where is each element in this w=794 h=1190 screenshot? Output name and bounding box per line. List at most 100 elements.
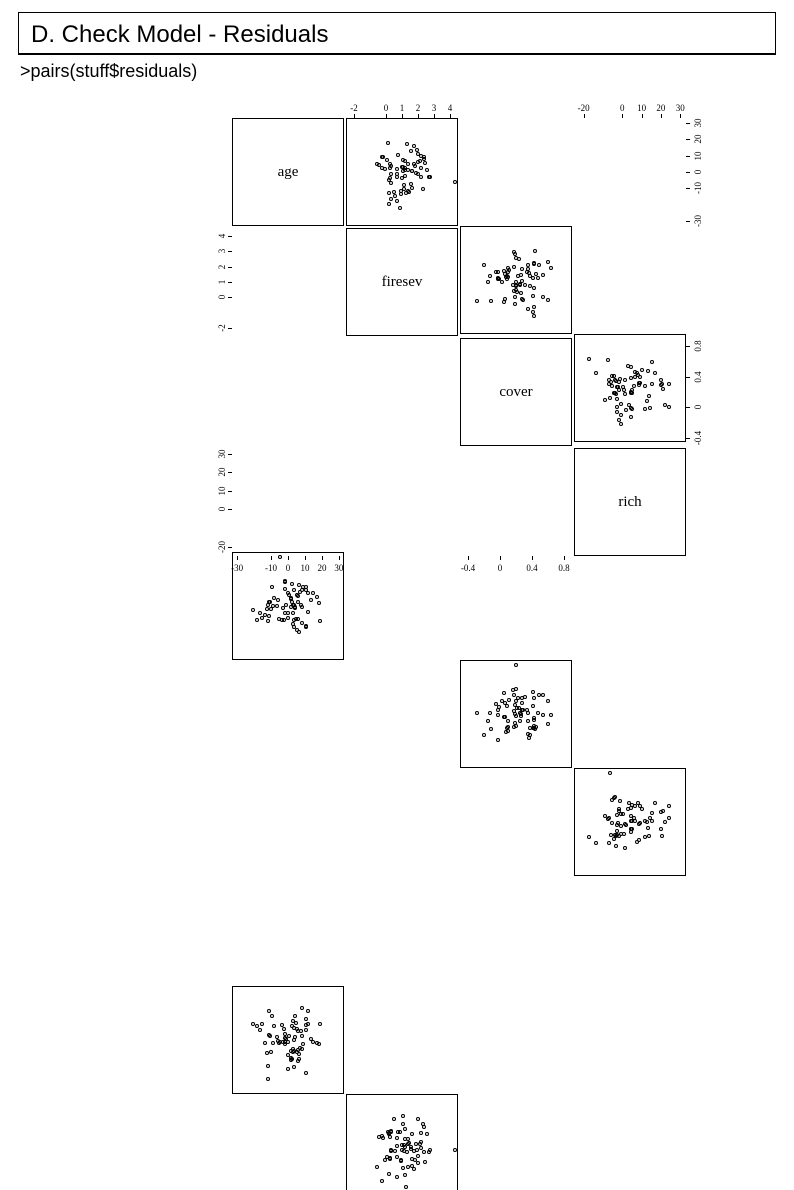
point — [301, 1042, 305, 1046]
diag-label-age: age — [232, 118, 344, 226]
point — [402, 183, 406, 187]
point — [412, 1149, 416, 1153]
point — [396, 153, 400, 157]
point — [258, 611, 262, 615]
point — [486, 280, 490, 284]
axis-tick — [434, 114, 435, 118]
point — [629, 376, 633, 380]
point — [518, 282, 522, 286]
point — [304, 624, 308, 628]
point — [387, 191, 391, 195]
point — [513, 302, 517, 306]
point — [389, 172, 393, 176]
point — [646, 369, 650, 373]
point — [251, 608, 255, 612]
point — [646, 826, 650, 830]
scatter-age-vs-rich — [574, 334, 686, 442]
point — [603, 398, 607, 402]
point — [486, 719, 490, 723]
point — [623, 378, 627, 382]
axis-tick-label: 0.8 — [558, 563, 569, 573]
point — [255, 1024, 259, 1028]
axis-tick-label: 0 — [693, 170, 703, 175]
axis-tick — [271, 556, 272, 560]
diag-label-firesev: firesev — [346, 228, 458, 336]
point — [526, 719, 530, 723]
point — [292, 588, 296, 592]
axis-tick — [228, 472, 232, 473]
point — [619, 402, 623, 406]
point — [289, 1058, 293, 1062]
scatter-firesev-vs-cover — [460, 660, 572, 768]
point — [401, 1166, 405, 1170]
point — [612, 391, 616, 395]
point — [309, 598, 313, 602]
point — [278, 555, 282, 559]
point — [292, 618, 296, 622]
point — [296, 1029, 300, 1033]
code-line: >pairs(stuff$residuals) — [20, 61, 794, 82]
title-block: D. Check Model - Residuals — [18, 12, 776, 55]
axis-tick — [386, 114, 387, 118]
axis-tick-label: 30 — [217, 449, 227, 458]
point — [647, 834, 651, 838]
point — [622, 832, 626, 836]
point — [518, 719, 522, 723]
axis-tick-label: 30 — [693, 118, 703, 127]
point — [315, 595, 319, 599]
point — [413, 1158, 417, 1162]
axis-tick-label: 0.4 — [526, 563, 537, 573]
point — [453, 1148, 457, 1152]
axis-tick-label: 4 — [448, 103, 453, 113]
point — [395, 1136, 399, 1140]
point — [541, 713, 545, 717]
point — [410, 1132, 414, 1136]
point — [546, 298, 550, 302]
point — [300, 1047, 304, 1051]
axis-tick-label: 0 — [620, 103, 625, 113]
axis-tick-label: 20 — [317, 563, 326, 573]
axis-tick — [686, 377, 690, 378]
axis-tick-label: 30 — [334, 563, 343, 573]
point — [623, 822, 627, 826]
point — [514, 714, 518, 718]
point — [614, 844, 618, 848]
point — [650, 819, 654, 823]
point — [293, 1014, 297, 1018]
point — [502, 300, 506, 304]
point — [531, 276, 535, 280]
point — [399, 192, 403, 196]
axis-tick — [228, 236, 232, 237]
point — [632, 816, 636, 820]
scatter-cover-vs-age — [232, 986, 344, 1094]
point — [291, 611, 295, 615]
point — [286, 591, 290, 595]
point — [615, 397, 619, 401]
axis-tick — [642, 114, 643, 118]
point — [258, 1028, 262, 1032]
point — [507, 698, 511, 702]
point — [401, 158, 405, 162]
axis-tick-label: 0 — [693, 405, 703, 410]
axis-tick — [468, 556, 469, 560]
point — [401, 165, 405, 169]
point — [300, 621, 304, 625]
axis-tick-label: 30 — [676, 103, 685, 113]
point — [537, 263, 541, 267]
point — [407, 190, 411, 194]
point — [381, 1136, 385, 1140]
point — [629, 814, 633, 818]
axis-tick-label: 20 — [693, 135, 703, 144]
point — [300, 1006, 304, 1010]
point — [286, 616, 290, 620]
point — [643, 835, 647, 839]
axis-tick-label: 10 — [300, 563, 309, 573]
point — [419, 166, 423, 170]
point — [526, 263, 530, 267]
point — [638, 821, 642, 825]
point — [661, 387, 665, 391]
axis-tick — [686, 438, 690, 439]
point — [395, 1144, 399, 1148]
axis-tick — [354, 114, 355, 118]
axis-tick-label: 0 — [217, 507, 227, 512]
